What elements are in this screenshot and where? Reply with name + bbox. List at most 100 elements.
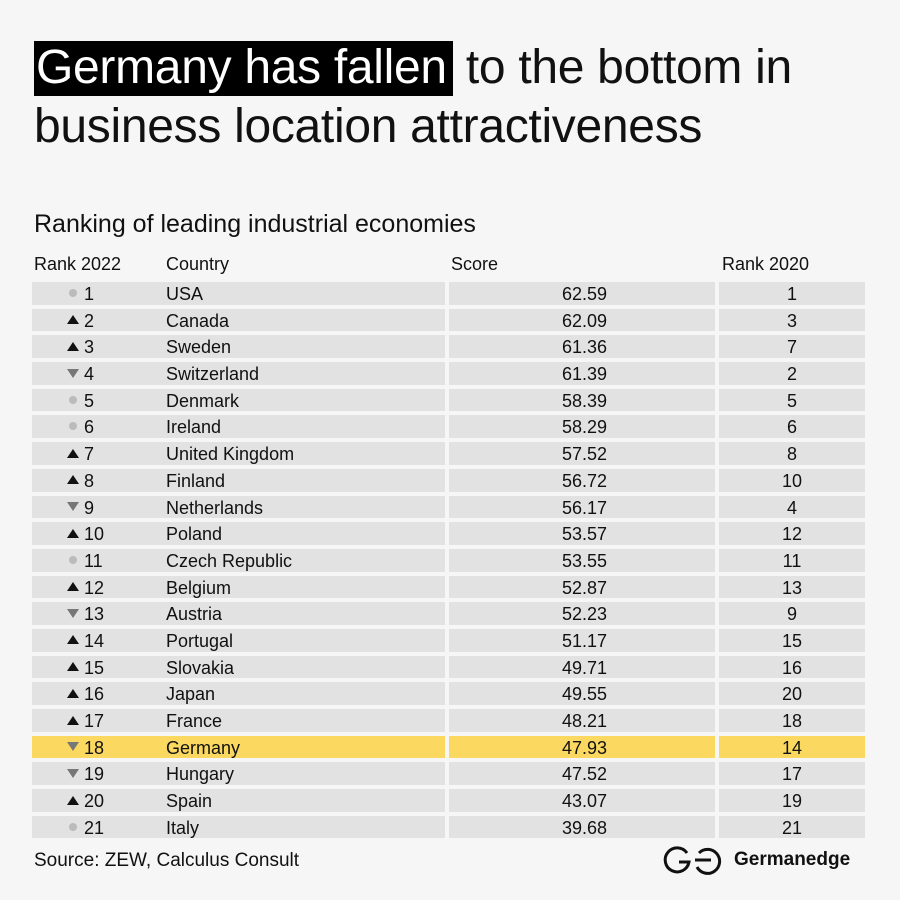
- row-cell-score: [449, 655, 715, 679]
- country-name: Germany: [166, 737, 241, 758]
- rank-unchanged-icon: [67, 821, 79, 833]
- headline: Germany has fallen to the bottom in busi…: [34, 38, 884, 156]
- row-cell-rank-2020: [719, 335, 865, 359]
- rank-up-icon: [67, 661, 79, 673]
- rank-2020-value: 19: [781, 791, 803, 812]
- row-cell-rank-country: [32, 709, 445, 732]
- country-name: Belgium: [166, 577, 232, 598]
- score-value: 39.68: [561, 817, 607, 838]
- row-cell-rank-country: [32, 308, 445, 332]
- row-cell-rank-country: [32, 762, 445, 786]
- table-row: 6 Ireland 58.29 6: [0, 413, 900, 440]
- table-row: 20 Spain 43.07 19: [0, 787, 900, 814]
- rank-down-icon: [67, 741, 79, 753]
- rank-down-icon: [67, 767, 79, 779]
- row-cell-score: [449, 442, 715, 465]
- score-value: 53.57: [561, 524, 607, 545]
- ranking-table: 1 USA 62.59 1 2 Canada 62.09 3 3 Sweden 61.36 7 4 Swi…: [0, 280, 900, 840]
- row-cell-rank-country: [32, 495, 445, 519]
- country-name: Switzerland: [166, 364, 260, 385]
- row-cell-score: [449, 815, 715, 839]
- rank-2020-value: 6: [786, 417, 797, 438]
- rank-up-icon: [67, 314, 79, 326]
- row-cell-score: [449, 362, 715, 385]
- table-row: 13 Austria 52.23 9: [0, 600, 900, 627]
- rank-2020-value: 14: [781, 737, 803, 758]
- rank-2022-value: 1: [84, 284, 95, 304]
- rank-2020-value: 9: [786, 604, 797, 625]
- row-cell-score: [449, 575, 715, 599]
- row-cell-rank-2020: [719, 709, 865, 732]
- country-name: USA: [166, 284, 204, 304]
- score-value: 61.36: [561, 337, 607, 358]
- rank-2022-value: 15: [84, 657, 105, 678]
- score-value: 58.39: [561, 390, 607, 411]
- rank-up-icon: [67, 447, 79, 459]
- rank-up-icon: [67, 634, 79, 646]
- rank-2022-value: 3: [84, 337, 95, 358]
- rank-unchanged-icon: [67, 394, 79, 406]
- row-cell-rank-country: [32, 388, 445, 412]
- score-value: 56.72: [561, 470, 607, 491]
- table-row: 2 Canada 62.09 3: [0, 307, 900, 334]
- rank-2022-value: 19: [84, 764, 105, 785]
- row-cell-rank-2020: [719, 415, 865, 439]
- rank-2020-value: 1: [786, 284, 797, 304]
- row-cell-score: [449, 709, 715, 732]
- country-name: Hungary: [166, 764, 235, 785]
- rank-2022-value: 9: [84, 497, 95, 518]
- rank-unchanged-icon: [67, 554, 79, 566]
- country-name: Sweden: [166, 337, 232, 358]
- germanedge-logo-icon: [663, 846, 722, 875]
- row-cell-score: [449, 308, 715, 332]
- score-value: 47.93: [561, 737, 607, 758]
- row-cell-rank-2020: [719, 442, 865, 465]
- score-value: 43.07: [561, 791, 607, 812]
- row-cell-rank-country: [32, 735, 445, 759]
- table-row: 3 Sweden 61.36 7: [0, 333, 900, 360]
- rank-2020-value: 8: [786, 444, 797, 465]
- table-row: 15 Slovakia 49.71 16: [0, 654, 900, 681]
- rank-unchanged-icon: [67, 287, 79, 299]
- rank-2022-value: 2: [84, 310, 95, 331]
- source-note: Source: ZEW, Calculus Consult: [34, 850, 300, 871]
- rank-2022-value: 11: [84, 550, 103, 571]
- row-cell-rank-2020: [719, 789, 865, 812]
- rank-down-icon: [67, 367, 79, 379]
- rank-2020-value: 17: [781, 764, 803, 785]
- rank-2022-value: 6: [84, 417, 95, 438]
- country-name: Denmark: [166, 390, 240, 411]
- row-cell-rank-2020: [719, 308, 865, 332]
- row-cell-rank-2020: [719, 602, 865, 625]
- row-cell-rank-2020: [719, 735, 865, 759]
- row-cell-rank-country: [32, 548, 445, 572]
- row-cell-rank-2020: [719, 468, 865, 492]
- score-value: 48.21: [561, 711, 607, 731]
- country-name: Spain: [166, 791, 213, 812]
- table-row: 11 Czech Republic 53.55 11: [0, 547, 900, 574]
- score-value: 58.29: [561, 417, 607, 438]
- country-name: Canada: [166, 310, 230, 331]
- rank-2020-value: 18: [781, 711, 803, 731]
- row-cell-score: [449, 415, 715, 439]
- country-name: Japan: [166, 684, 216, 705]
- rank-2022-value: 7: [84, 444, 95, 465]
- row-cell-score: [449, 789, 715, 812]
- score-value: 49.55: [561, 684, 607, 705]
- score-value: 52.23: [561, 604, 607, 625]
- rank-2022-value: 8: [84, 470, 95, 491]
- country-name: Austria: [166, 604, 223, 625]
- country-name: Ireland: [166, 417, 222, 438]
- row-cell-rank-country: [32, 628, 445, 652]
- rank-2020-value: 16: [781, 657, 803, 678]
- rank-up-icon: [67, 340, 79, 352]
- rank-2022-value: 18: [84, 737, 105, 758]
- rank-2022-value: 21: [84, 817, 105, 838]
- rank-2020-value: 10: [781, 470, 803, 491]
- row-cell-rank-country: [32, 282, 445, 305]
- table-row: 18 Germany 47.93 14: [0, 734, 900, 761]
- rank-up-icon: [67, 687, 79, 699]
- row-cell-rank-country: [32, 442, 445, 465]
- row-cell-rank-country: [32, 602, 445, 625]
- rank-2020-value: 13: [781, 577, 803, 598]
